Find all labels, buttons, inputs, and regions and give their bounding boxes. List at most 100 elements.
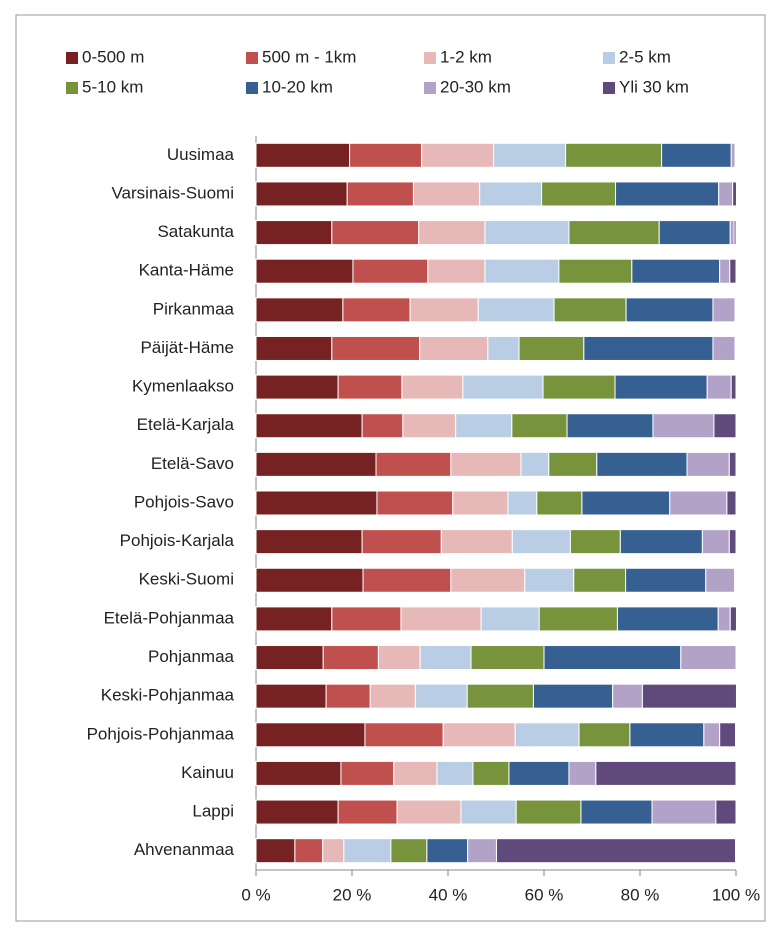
bar-segment — [364, 722, 444, 748]
bar-segment — [322, 838, 345, 864]
bar-segment — [255, 760, 342, 786]
bar-segment — [362, 567, 452, 593]
bar-segment — [477, 297, 555, 323]
legend-swatch — [246, 82, 258, 94]
bar-segment — [729, 606, 737, 632]
bar-segment — [511, 529, 571, 555]
bar-segment — [580, 799, 653, 825]
bar-segment — [484, 258, 560, 284]
bar-segment — [595, 760, 737, 786]
bar-segment — [255, 258, 354, 284]
y-tick-label: Etelä-Pohjanmaa — [104, 608, 235, 627]
bar-segment — [625, 567, 707, 593]
y-tick-label: Keski-Pohjanmaa — [101, 686, 235, 705]
bar-segment — [658, 220, 731, 246]
bar-segment — [255, 142, 351, 168]
x-tick-label: 100 % — [712, 885, 760, 904]
bar-segment — [369, 683, 416, 709]
bar-segment — [553, 297, 627, 323]
bar-segment — [255, 529, 363, 555]
bar-segment — [421, 142, 495, 168]
bar-segment — [565, 142, 663, 168]
bar-segment — [734, 142, 737, 168]
bar-segment — [255, 799, 339, 825]
legend-label: 5-10 km — [82, 77, 143, 96]
bar-segment — [732, 181, 737, 207]
legend-label: 500 m - 1km — [262, 47, 356, 66]
bar-segment — [255, 451, 377, 477]
bar-segment — [715, 799, 737, 825]
bar-segment — [255, 606, 333, 632]
y-tick-label: Ahvenanmaa — [134, 840, 235, 859]
bar-segment — [514, 722, 580, 748]
y-tick-label: Päijät-Häme — [140, 338, 234, 357]
bar-segment — [680, 645, 737, 671]
legend-label: 1-2 km — [440, 47, 492, 66]
y-tick-label: Keski-Suomi — [139, 570, 234, 589]
bar-segment — [462, 374, 544, 400]
bar-segment — [440, 529, 513, 555]
bar-segment — [401, 374, 464, 400]
bar-segment — [730, 142, 736, 168]
y-tick-label: Pohjois-Savo — [134, 492, 234, 511]
bar-segment — [255, 297, 344, 323]
bar-segment — [331, 335, 421, 361]
legend-swatch — [424, 82, 436, 94]
bar-segment — [511, 413, 568, 439]
bar-segment — [396, 799, 462, 825]
bar-segment — [536, 490, 583, 516]
bar-segment — [337, 799, 398, 825]
y-tick-label: Etelä-Karjala — [137, 415, 235, 434]
bar-segment — [701, 529, 730, 555]
bar-segment — [331, 606, 402, 632]
bar-segment — [568, 760, 597, 786]
bar-segment — [361, 413, 404, 439]
bar-segment — [734, 335, 737, 361]
bar-segment — [255, 683, 327, 709]
legend-label: 10-20 km — [262, 77, 333, 96]
bar-segment — [729, 258, 737, 284]
bar-segment — [719, 722, 737, 748]
bar-segment — [703, 722, 721, 748]
bar-segment — [566, 413, 654, 439]
y-tick-label: Kymenlaakso — [132, 377, 234, 396]
legend-swatch — [603, 52, 615, 64]
x-tick-label: 60 % — [525, 885, 564, 904]
legend-label: Yli 30 km — [619, 77, 689, 96]
bar-segment — [669, 490, 728, 516]
bar-segment — [343, 838, 392, 864]
bar-segment — [436, 760, 474, 786]
bar-segment — [466, 683, 534, 709]
bar-segment — [255, 413, 363, 439]
bar-segment — [426, 838, 469, 864]
bar-segment — [255, 567, 364, 593]
bar-segment — [652, 413, 715, 439]
bar-segment — [442, 722, 516, 748]
bar-segment — [472, 760, 510, 786]
bar-segment — [508, 760, 570, 786]
bar-segment — [520, 451, 550, 477]
y-tick-label: Kainuu — [181, 763, 234, 782]
bar-segment — [507, 490, 538, 516]
bar-segment — [583, 335, 714, 361]
bar-segment — [342, 297, 411, 323]
y-tick-label: Satakunta — [157, 222, 234, 241]
bar-segment — [686, 451, 730, 477]
bar-segment — [255, 181, 348, 207]
bar-segment — [538, 606, 618, 632]
bar-segment — [495, 838, 737, 864]
bar-segment — [337, 374, 403, 400]
y-tick-label: Lappi — [192, 802, 234, 821]
x-tick-label: 40 % — [429, 885, 468, 904]
bar-segment — [661, 142, 732, 168]
bar-segment — [255, 645, 324, 671]
bar-segment — [376, 490, 454, 516]
y-tick-label: Kanta-Häme — [139, 261, 234, 280]
bar-segment — [614, 374, 708, 400]
bar-segment — [346, 181, 414, 207]
bar-segment — [402, 413, 457, 439]
bar-segment — [558, 258, 633, 284]
bar-segment — [470, 645, 545, 671]
bar-segment — [255, 374, 339, 400]
